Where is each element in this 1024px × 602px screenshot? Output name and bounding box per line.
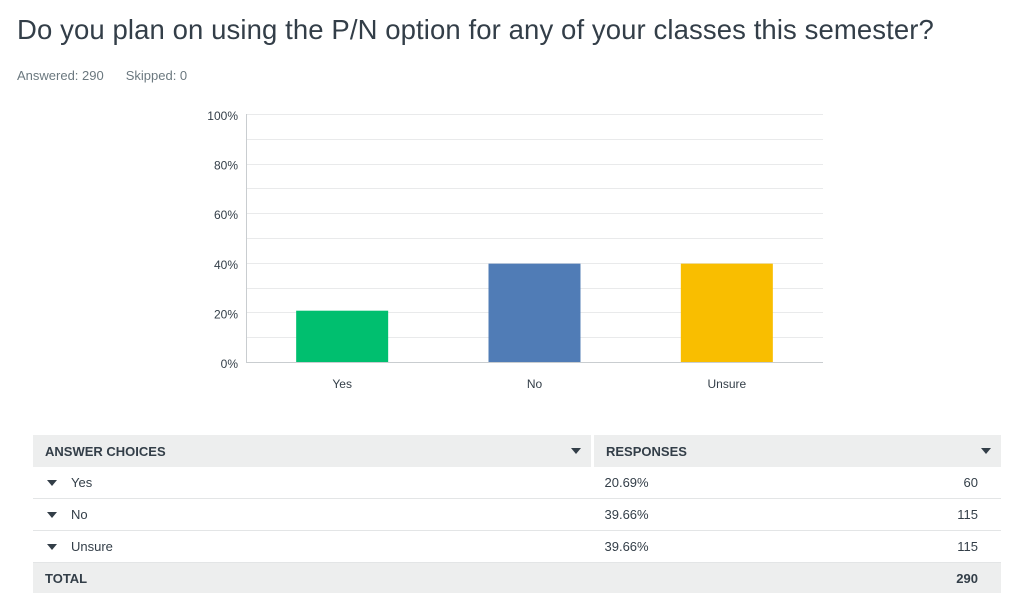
total-count: 290 (815, 562, 1001, 593)
table-header-row: ANSWER CHOICES RESPONSES (33, 435, 1001, 467)
total-label: TOTAL (33, 562, 593, 593)
skipped-count: Skipped: 0 (125, 68, 188, 83)
answer-choice-label: Yes (71, 475, 93, 490)
bar-yes (296, 310, 389, 362)
response-count: 115 (815, 498, 1001, 531)
x-tick-label: Unsure (707, 377, 746, 391)
total-spacer (592, 562, 816, 593)
answer-choice-cell[interactable]: Unsure (33, 530, 593, 563)
responses-header-label: RESPONSES (606, 443, 687, 459)
y-tick-label: 60% (214, 208, 238, 222)
x-tick-label: Yes (332, 377, 352, 391)
question-title: Do you plan on using the P/N option for … (17, 14, 934, 45)
answer-choices-header-label: ANSWER CHOICES (45, 443, 166, 459)
y-tick-label: 80% (214, 159, 238, 173)
y-tick-label: 40% (214, 258, 238, 272)
expand-caret-icon[interactable] (47, 479, 57, 486)
y-tick-label: 20% (214, 307, 238, 321)
response-stats: Answered: 290 Skipped: 0 (17, 68, 187, 83)
responses-header[interactable]: RESPONSES (591, 435, 1001, 467)
sort-caret-icon[interactable] (981, 448, 991, 454)
total-row: TOTAL 290 (33, 562, 1001, 593)
x-tick-label: No (527, 377, 543, 391)
response-count: 115 (815, 530, 1001, 563)
answer-choices-header[interactable]: ANSWER CHOICES (33, 435, 593, 467)
y-tick-label: 100% (207, 109, 238, 123)
y-tick-label: 0% (221, 357, 239, 371)
bar-no (488, 263, 581, 362)
response-percent: 20.69% (592, 467, 816, 499)
sort-caret-icon[interactable] (571, 448, 581, 454)
bar-unsure (680, 263, 773, 362)
answer-choice-cell[interactable]: Yes (33, 467, 593, 499)
bar-chart: 0% 20% 40% 60% 80% 100% Yes No Unsure (207, 109, 823, 391)
answer-choice-label: No (71, 507, 88, 522)
answered-count: Answered: 290 (17, 68, 104, 83)
response-percent: 39.66% (592, 498, 816, 531)
table-row: Unsure 39.66% 115 (33, 530, 1001, 563)
answer-choice-cell[interactable]: No (33, 498, 593, 531)
table-row: Yes 20.69% 60 (33, 467, 1001, 499)
response-percent: 39.66% (592, 530, 816, 563)
expand-caret-icon[interactable] (47, 511, 57, 518)
answer-choice-label: Unsure (71, 539, 113, 554)
expand-caret-icon[interactable] (47, 543, 57, 550)
response-count: 60 (815, 467, 1001, 499)
table-row: No 39.66% 115 (33, 498, 1001, 531)
responses-table: ANSWER CHOICES RESPONSES Yes 20.69% 60 N… (33, 435, 1001, 593)
